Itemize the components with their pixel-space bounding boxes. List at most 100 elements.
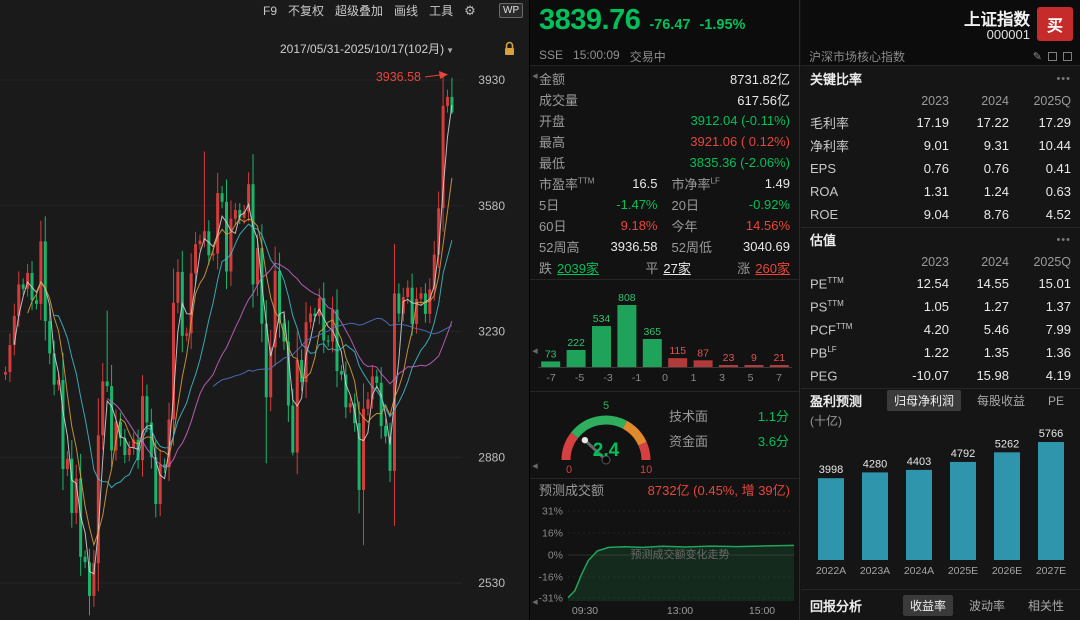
price-row: 3839.76 -76.47 -1.95% xyxy=(539,6,745,35)
divider xyxy=(530,391,799,392)
earnings-tabs: 归母净利润 每股收益 PE xyxy=(886,390,1071,411)
cell: 17.29 xyxy=(1038,115,1071,130)
svg-text:10: 10 xyxy=(640,464,652,476)
earnings-forecast-chart: 3998 2022A 4280 2023A 4403 2024A 4792 2025E 5262… xyxy=(816,428,1066,577)
collapse-handle[interactable]: ◀ xyxy=(532,463,538,470)
svg-text:5: 5 xyxy=(748,372,754,384)
cell: 1.35 xyxy=(983,345,1009,360)
toolbar-tools[interactable]: 工具 xyxy=(429,4,454,18)
table-row: PBLF 1.22 1.35 1.36 xyxy=(810,341,1071,364)
table-row: PETTM 12.54 14.55 15.01 xyxy=(810,272,1071,295)
row-label: EPS xyxy=(810,161,837,176)
svg-text:87: 87 xyxy=(697,347,709,359)
table-row: PSTTM 1.05 1.27 1.37 xyxy=(810,295,1071,318)
unchanged-label: 平 xyxy=(645,261,659,276)
cell: 9.31 xyxy=(983,138,1009,153)
gear-icon[interactable]: ⚙ xyxy=(464,2,476,18)
svg-text:5262: 5262 xyxy=(995,438,1019,450)
tab-return-rate[interactable]: 收益率 xyxy=(902,595,953,616)
table-row: ROE 9.04 8.76 4.52 xyxy=(810,203,1071,226)
svg-text:2.4: 2.4 xyxy=(593,440,620,461)
cell: 0.63 xyxy=(1045,184,1071,199)
high-value: 3921.06 ( 0.12%) xyxy=(690,134,790,149)
buy-button[interactable]: 买 xyxy=(1037,7,1073,41)
edit-icon[interactable]: ✎ xyxy=(1032,50,1042,63)
unchanged-count[interactable]: 27家 xyxy=(663,261,691,276)
collapse-handle[interactable]: ◀ xyxy=(532,599,538,606)
instrument-code: 000001 xyxy=(986,27,1030,42)
tab-volatility[interactable]: 波动率 xyxy=(968,599,1005,613)
svg-text:16%: 16% xyxy=(542,528,563,540)
svg-text:4280: 4280 xyxy=(863,458,887,470)
svg-text:9: 9 xyxy=(751,352,757,364)
svg-text:09:30: 09:30 xyxy=(572,605,598,617)
table-header: 2023 2024 2025Q xyxy=(810,90,1071,111)
decliners-count[interactable]: 2039家 xyxy=(557,261,599,276)
cell: 0.41 xyxy=(1045,161,1071,176)
cell: 17.19 xyxy=(916,115,949,130)
market-status: 交易中 xyxy=(629,50,666,64)
toolbar-f9[interactable]: F9 xyxy=(263,3,278,18)
svg-text:4792: 4792 xyxy=(951,448,975,460)
earnings-forecast-section: 盈利预测 归母净利润 每股收益 PE (十亿) xyxy=(801,389,1080,428)
wk52-high: 3936.58 xyxy=(610,239,658,254)
cell: 0.76 xyxy=(983,161,1009,176)
svg-text:-3: -3 xyxy=(603,372,612,384)
toolbar-draw-line[interactable]: 画线 xyxy=(394,4,419,18)
stat-row: 金额 8731.82亿 xyxy=(530,68,799,89)
cell: -10.07 xyxy=(912,368,949,383)
cell: 1.27 xyxy=(983,299,1009,314)
more-menu-icon[interactable]: ••• xyxy=(1056,233,1071,246)
more-menu-icon[interactable]: ••• xyxy=(1056,72,1071,85)
svg-text:3998: 3998 xyxy=(819,464,843,476)
svg-text:15:00: 15:00 xyxy=(749,605,775,617)
cell: 10.44 xyxy=(1038,138,1071,153)
turnover-forecast-value: 8732亿 (0.45%, 增 39亿) xyxy=(647,483,790,498)
return-5d: -1.47% xyxy=(616,197,658,212)
volume-label: 成交量 xyxy=(539,93,579,108)
fundamentals-panel: 上证指数 000001 买 沪深市场核心指数 ✎ 关键比率 ••• xyxy=(801,0,1080,620)
collapse-handle[interactable]: ◀ xyxy=(532,348,538,355)
lock-icon[interactable] xyxy=(503,41,516,56)
tab-net-profit[interactable]: 归母净利润 xyxy=(886,390,961,411)
valuation-title: 估值 xyxy=(810,233,837,248)
last-price: 3839.76 xyxy=(539,4,641,36)
return-20d-label: 20日 xyxy=(671,198,699,213)
wk52-high-label: 52周高 xyxy=(539,240,580,255)
cell: 1.22 xyxy=(923,345,949,360)
divider xyxy=(801,589,1080,590)
stat-row: 最低 3835.36 (-2.06%) xyxy=(530,152,799,173)
quote-header: 3839.76 -76.47 -1.95% SSE 15:00:09 交易中 xyxy=(530,0,799,66)
cell: 12.54 xyxy=(916,276,949,291)
svg-text:5766: 5766 xyxy=(1039,428,1063,440)
table-row: PCFTTM 4.20 5.46 7.99 xyxy=(810,318,1071,341)
collapse-handle[interactable]: ◀ xyxy=(532,73,538,80)
family-icons: ✎ xyxy=(1033,50,1072,63)
toolbar-super-overlay[interactable]: 超级叠加 xyxy=(335,4,384,18)
year-col: 2025Q xyxy=(1033,254,1071,269)
wk52-low-label: 52周低 xyxy=(671,240,712,255)
cell: 1.31 xyxy=(923,184,949,199)
svg-text:365: 365 xyxy=(644,326,662,338)
tab-eps[interactable]: 每股收益 xyxy=(976,394,1025,408)
svg-text:-31%: -31% xyxy=(538,593,563,605)
row-label: PCFTTM xyxy=(810,321,853,338)
wp-badge[interactable]: WP xyxy=(499,3,524,18)
toolbar-adjust-mode[interactable]: 不复权 xyxy=(288,4,325,18)
tab-correlation[interactable]: 相关性 xyxy=(1027,599,1064,613)
returns-tabs: 收益率 波动率 相关性 xyxy=(902,595,1071,616)
tab-pe[interactable]: PE xyxy=(1047,393,1064,408)
date-range-selector[interactable]: 2017/05/31-2025/10/17(102月) ▼ xyxy=(280,40,454,57)
quote-panel: 3839.76 -76.47 -1.95% SSE 15:00:09 交易中 金… xyxy=(530,0,800,620)
stat-row: 52周高 3936.58 52周低 3040.69 xyxy=(530,236,799,257)
kline-chart[interactable]: 3930 3580 3230 2880 2530 3936.58 xyxy=(0,0,530,620)
row-label: PETTM xyxy=(810,275,844,292)
advancers-count[interactable]: 260家 xyxy=(755,261,790,276)
window-icon[interactable] xyxy=(1048,51,1057,61)
panel-icon[interactable] xyxy=(1063,51,1072,61)
cell: 1.37 xyxy=(1045,299,1071,314)
chart-toolbar: F9 不复权 超级叠加 画线 工具 ⚙ xyxy=(263,2,476,19)
price-change: -76.47 xyxy=(649,17,691,33)
cell: 15.01 xyxy=(1038,276,1071,291)
year-col: 2023 xyxy=(921,93,949,108)
